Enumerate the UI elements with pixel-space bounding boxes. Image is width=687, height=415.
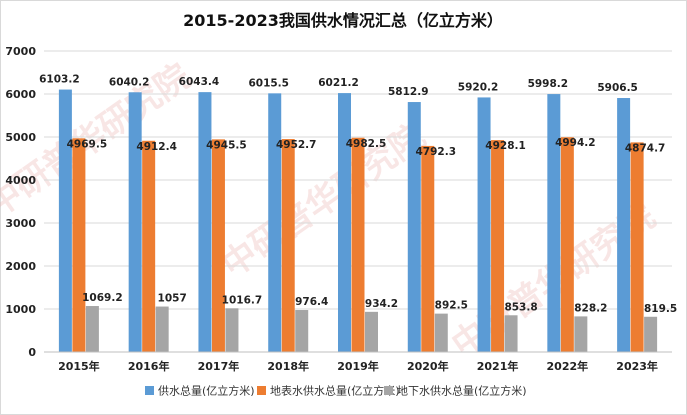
x-tick-label: 2022年: [547, 359, 589, 373]
data-label: 1069.2: [82, 292, 123, 304]
bar-total-supply: [338, 93, 351, 352]
bar-surface-water: [351, 137, 365, 352]
data-label: 828.2: [574, 302, 607, 314]
legend-swatch: [145, 386, 154, 395]
legend: 供水总量(亿立方米) 地表水供水总量(亿立方米)地下水供水总量(亿立方米): [145, 384, 527, 398]
data-labels: 6103.2 4969.5 1069.2 6040.2 4912.4 1057 6043.4…: [39, 74, 677, 315]
x-tick-label: 2019年: [337, 359, 379, 373]
y-tick-label: 5000: [5, 131, 36, 144]
x-tick-label: 2015年: [58, 359, 100, 373]
bar-total-supply: [128, 92, 142, 353]
legend-label: 地表水供水总量(亿立方米): [270, 384, 400, 398]
bar-surface-water: [491, 140, 505, 352]
data-label: 6103.2: [39, 74, 80, 86]
bar-total-supply: [58, 89, 72, 352]
x-tick-label: 2021年: [477, 359, 519, 373]
y-tick-label: 2000: [5, 260, 36, 273]
legend-label: 供水总量(亿立方米): [158, 384, 255, 398]
legend-label: 地下水供水总量(亿立方米): [397, 384, 527, 398]
data-label: 4952.7: [276, 139, 317, 151]
bar-groundwater: [155, 306, 169, 352]
y-tick-label: 6000: [5, 88, 36, 101]
y-tick-label: 0: [28, 346, 36, 359]
bar-total-supply: [198, 92, 212, 353]
y-tick-label: 7000: [5, 45, 36, 58]
data-label: 4912.4: [136, 141, 177, 153]
data-label: 4982.5: [346, 138, 387, 150]
data-label: 934.2: [365, 298, 398, 310]
x-tick-label: 2023年: [616, 359, 658, 373]
data-label: 4792.3: [416, 146, 457, 158]
bar-total-supply: [617, 98, 631, 352]
axes: 0 1000 2000 3000 4000 5000 6000 7000 2015年 2016年 2…: [5, 45, 672, 373]
bar-total-supply: [407, 102, 421, 352]
data-label: 6015.5: [248, 77, 289, 89]
bar-surface-water: [421, 145, 435, 352]
data-label: 4969.5: [67, 138, 108, 150]
x-tick-label: 2018年: [267, 359, 309, 373]
data-label: 819.5: [644, 303, 677, 315]
data-label: 5812.9: [388, 86, 429, 98]
data-label: 853.8: [504, 301, 537, 313]
data-label: 4874.7: [625, 142, 666, 154]
data-label: 5998.2: [528, 78, 569, 90]
data-label: 4994.2: [555, 137, 596, 149]
x-tick-label: 2020年: [407, 359, 449, 373]
data-label: 4945.5: [206, 139, 247, 151]
data-label: 1057: [158, 293, 187, 305]
bar-total-supply: [477, 97, 491, 352]
bar-surface-water: [630, 142, 644, 352]
bar-groundwater: [434, 313, 448, 352]
data-label: 6021.2: [318, 77, 359, 89]
bar-groundwater: [504, 315, 518, 352]
bar-groundwater: [225, 308, 239, 352]
bar-surface-water: [142, 140, 156, 352]
data-label: 4928.1: [485, 140, 526, 152]
watermark-text: 中研普华研究院: [215, 116, 433, 285]
bars: [58, 89, 658, 353]
bar-groundwater: [85, 306, 99, 352]
data-label: 976.4: [295, 296, 328, 308]
bar-groundwater: [574, 316, 588, 352]
y-tick-label: 1000: [5, 303, 36, 316]
data-label: 6043.4: [179, 76, 220, 88]
y-tick-label: 3000: [5, 217, 36, 230]
bar-surface-water: [211, 139, 225, 352]
bar-surface-water: [72, 138, 86, 352]
chart-title: 2015-2023我国供水情况汇总（亿立方米）: [183, 11, 503, 30]
data-label: 6040.2: [109, 76, 150, 88]
data-label: 5906.5: [597, 82, 638, 94]
bar-groundwater: [644, 316, 658, 352]
legend-swatch: [257, 386, 266, 395]
bar-total-supply: [268, 93, 282, 353]
bar-surface-water: [281, 139, 295, 352]
bar-surface-water: [560, 137, 574, 352]
data-label: 5920.2: [458, 81, 499, 93]
legend-swatch: [384, 386, 393, 395]
x-tick-label: 2017年: [198, 359, 240, 373]
data-label: 1016.7: [222, 294, 263, 306]
bar-groundwater: [295, 310, 309, 352]
data-label: 892.5: [435, 300, 468, 312]
bar-groundwater: [365, 311, 378, 352]
x-tick-label: 2016年: [128, 359, 170, 373]
y-tick-label: 4000: [5, 174, 36, 187]
bar-total-supply: [547, 94, 561, 353]
